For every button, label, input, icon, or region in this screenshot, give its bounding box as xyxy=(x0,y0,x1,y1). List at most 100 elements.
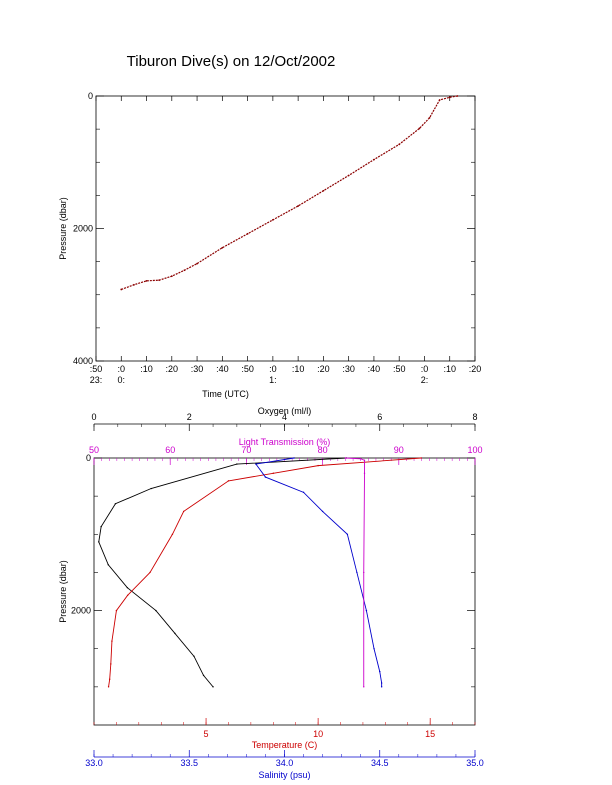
data-point xyxy=(271,218,274,221)
x-tick-label: :20 xyxy=(166,364,179,374)
profile-point xyxy=(107,564,109,566)
profile-point xyxy=(379,670,381,673)
y-tick-label: 4000 xyxy=(73,356,93,366)
profile-point xyxy=(149,571,151,574)
x-tick-label: 8 xyxy=(472,412,477,422)
data-point xyxy=(221,246,224,249)
profile-point xyxy=(193,655,195,658)
profile-point xyxy=(272,472,274,474)
series-line-0 xyxy=(121,95,458,291)
x-tick-label: 34.5 xyxy=(371,758,389,768)
profile-point xyxy=(107,686,110,688)
profile-point xyxy=(100,525,102,528)
page-title: Tiburon Dive(s) on 12/Oct/2002 xyxy=(127,53,336,70)
x-tick-label: :20 xyxy=(469,364,482,374)
profile-point xyxy=(360,458,362,460)
profile-point xyxy=(302,491,305,494)
x-tick-label: :0 xyxy=(421,364,429,374)
profile-point xyxy=(236,463,238,465)
x-tick-hour-label: 23: xyxy=(90,375,103,385)
x-tick-label: 33.0 xyxy=(85,758,103,768)
x-tick-label: 50 xyxy=(89,445,99,455)
y-tick-label: 2000 xyxy=(71,606,91,616)
profile-point xyxy=(115,609,118,612)
x-axis-title: Temperature (C) xyxy=(252,740,318,750)
x-tick-label: :40 xyxy=(368,364,381,374)
x-tick-label: :50 xyxy=(90,364,103,374)
profile-point xyxy=(110,663,112,665)
x-axis-title: Salinity (psu) xyxy=(258,770,310,780)
profile-point xyxy=(380,682,383,684)
profile-point xyxy=(363,686,365,688)
x-tick-label: 0 xyxy=(91,412,96,422)
x-axis-label: Time (UTC) xyxy=(202,389,249,399)
x-tick-label: 33.5 xyxy=(180,758,198,768)
data-point xyxy=(448,96,451,99)
x-tick-label: 60 xyxy=(165,445,175,455)
x-tick-label: :0 xyxy=(118,364,126,374)
data-point xyxy=(438,99,441,101)
x-tick-label: :0 xyxy=(269,364,277,374)
x-tick-label: :10 xyxy=(292,364,305,374)
x-tick-label: 4 xyxy=(282,412,287,422)
x-tick-label: :40 xyxy=(216,364,229,374)
x-tick-label: 10 xyxy=(313,729,323,739)
data-point xyxy=(246,232,249,235)
y-axis-label: Pressure (dbar) xyxy=(58,197,68,260)
profile-point xyxy=(363,571,365,574)
profile-point xyxy=(150,487,152,490)
profile-point xyxy=(380,686,383,688)
x-tick-label: 6 xyxy=(377,412,382,422)
x-tick-hour-label: 1: xyxy=(269,375,277,385)
profile-point xyxy=(98,541,100,543)
profile-point xyxy=(363,459,366,461)
profile-point xyxy=(346,533,349,535)
profile-line-0 xyxy=(98,457,347,688)
profile-point xyxy=(363,472,366,474)
data-point xyxy=(170,275,173,278)
data-point xyxy=(297,205,300,207)
data-point xyxy=(418,127,421,130)
data-point xyxy=(145,279,148,282)
profile-point xyxy=(114,503,117,505)
data-point xyxy=(158,279,161,282)
profile-line-1 xyxy=(108,457,422,687)
profile-point xyxy=(264,476,267,478)
profile-point xyxy=(182,510,185,513)
profile-line-2 xyxy=(255,457,383,687)
data-point xyxy=(120,288,123,291)
x-tick-label: 15 xyxy=(425,729,435,739)
profile-point xyxy=(365,609,368,612)
x-tick-label: 70 xyxy=(241,445,251,455)
x-tick-label: :30 xyxy=(191,364,204,374)
x-tick-label: 90 xyxy=(394,445,404,455)
data-point xyxy=(373,158,375,161)
y-tick-label: 0 xyxy=(86,453,91,463)
profile-point xyxy=(356,571,358,574)
profile-point xyxy=(227,480,230,482)
profile-point xyxy=(171,533,174,535)
data-point xyxy=(196,262,198,265)
x-tick-label: 5 xyxy=(204,729,209,739)
data-point xyxy=(322,189,325,192)
profile-point xyxy=(373,648,375,650)
data-point xyxy=(398,143,401,146)
profile-point xyxy=(420,457,422,459)
profile-point xyxy=(126,594,129,597)
profile-point xyxy=(111,640,113,642)
data-point xyxy=(456,95,459,97)
x-tick-label: 100 xyxy=(467,445,482,455)
data-point xyxy=(183,269,186,272)
y-tick-label: 2000 xyxy=(73,224,93,234)
x-tick-label: 34.0 xyxy=(276,758,294,768)
profile-point xyxy=(255,463,257,465)
x-tick-hour-label: 0: xyxy=(118,375,126,385)
profile-point xyxy=(108,678,111,680)
x-tick-label: :10 xyxy=(140,364,153,374)
y-tick-label: 0 xyxy=(88,91,93,101)
x-axis-title: Light Transmission (%) xyxy=(239,437,331,447)
x-tick-hour-label: 2: xyxy=(421,375,429,385)
x-axis-title: Oxygen (ml/l) xyxy=(258,406,312,416)
x-tick-label: :50 xyxy=(393,364,406,374)
